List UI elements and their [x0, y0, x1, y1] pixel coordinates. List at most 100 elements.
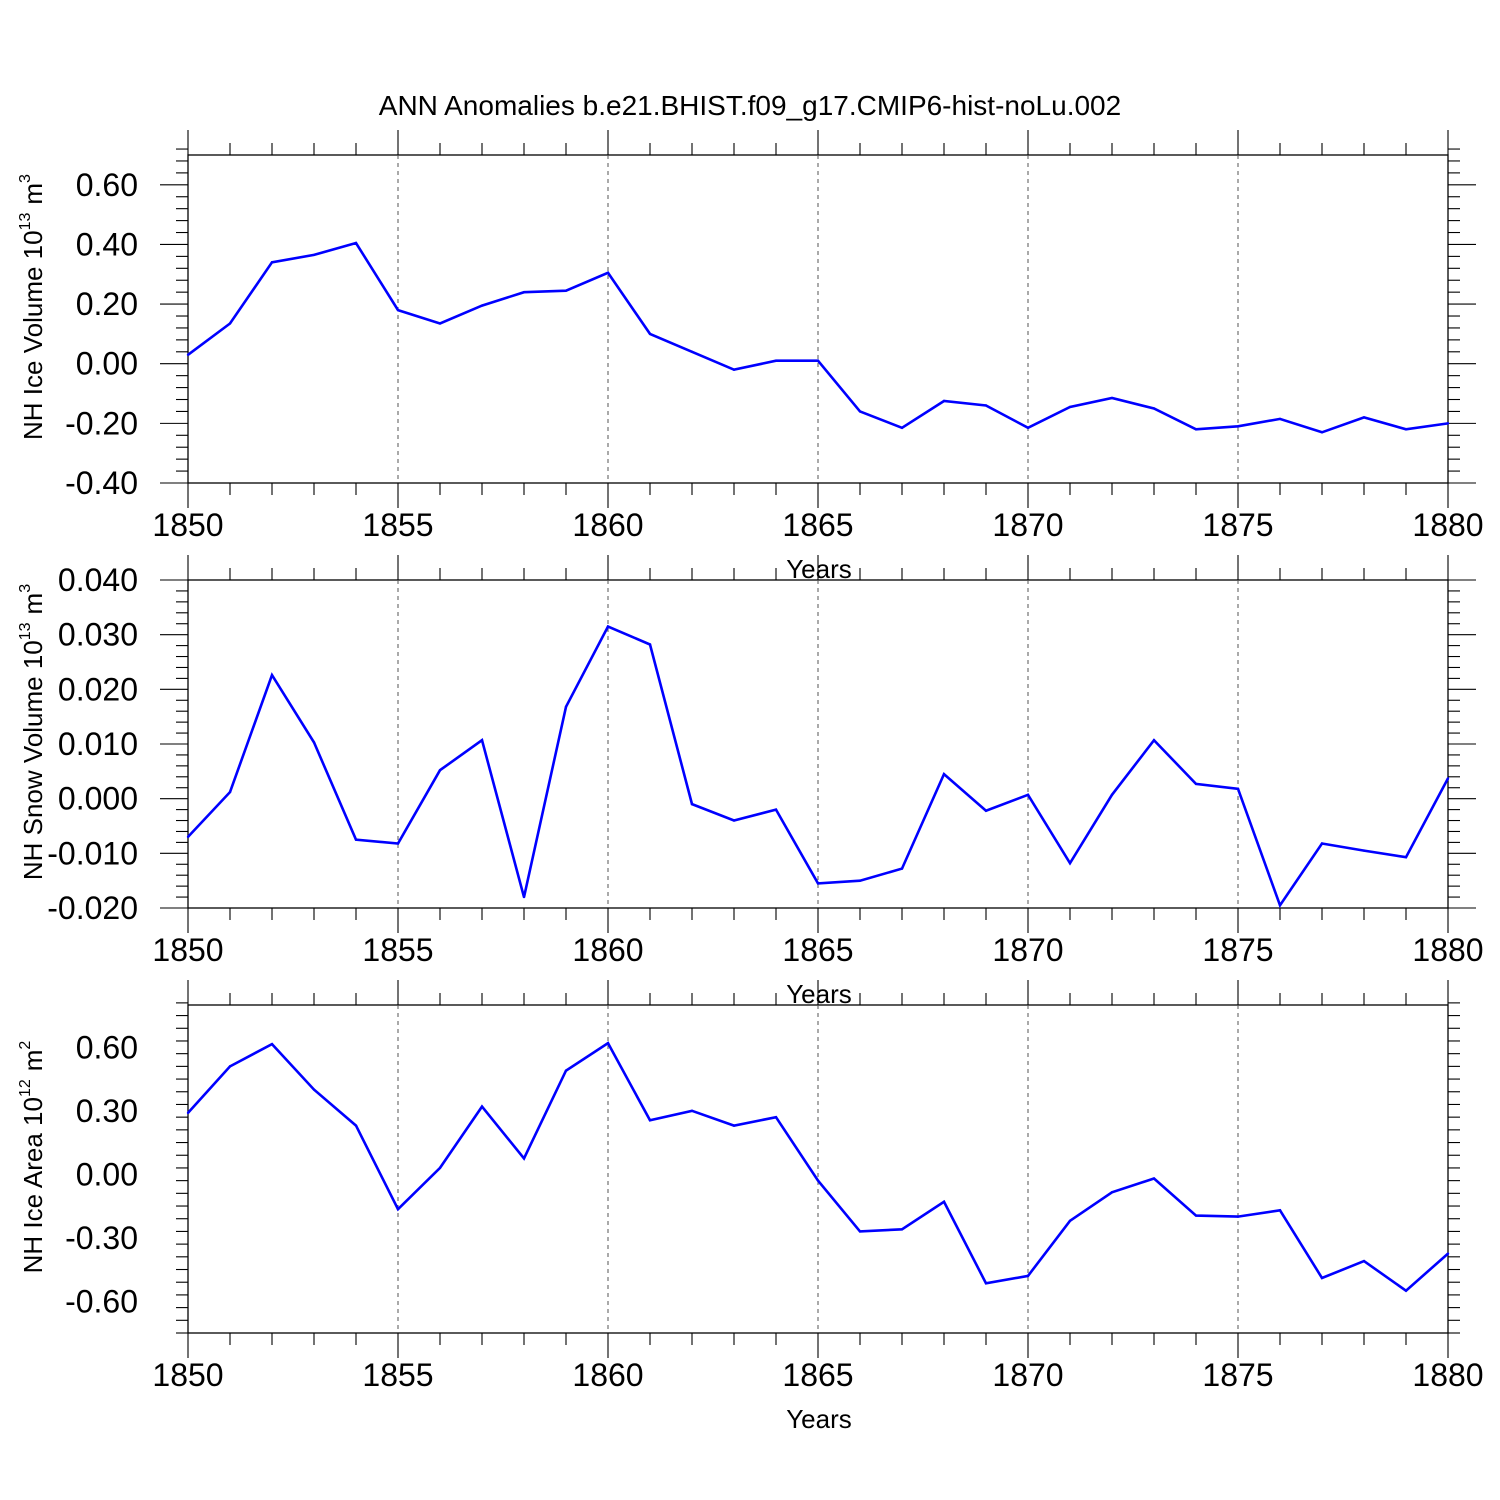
- y-tick-label: -0.010: [47, 835, 138, 871]
- data-point: [522, 290, 526, 294]
- data-point: [900, 426, 904, 430]
- data-point: [984, 404, 988, 407]
- data-point: [1110, 793, 1114, 797]
- data-point: [1152, 407, 1156, 410]
- x-tick-label: 1850: [152, 932, 223, 968]
- data-point: [690, 350, 694, 353]
- data-point: [1404, 855, 1408, 859]
- data-point: [1026, 1274, 1030, 1278]
- y-axis-label-text: NH Snow Volume 10: [18, 640, 48, 880]
- data-point: [1362, 849, 1366, 852]
- data-point: [1278, 1209, 1282, 1212]
- y-tick-label: 0.60: [76, 1029, 138, 1065]
- data-point: [564, 705, 568, 709]
- y-tick-label: 0.040: [58, 562, 138, 598]
- x-tick-label: 1855: [362, 932, 433, 968]
- x-tick-label: 1850: [152, 507, 223, 543]
- data-point: [774, 359, 778, 362]
- data-point: [942, 399, 946, 403]
- x-tick-label: 1865: [782, 1357, 853, 1393]
- data-point: [438, 769, 442, 772]
- data-point: [900, 1228, 904, 1231]
- data-point: [354, 838, 358, 841]
- data-point: [396, 842, 400, 845]
- y-axis-label: NH Ice Volume 1013 m3: [17, 174, 48, 440]
- data-point: [438, 322, 442, 325]
- x-tick-label: 1860: [572, 1357, 643, 1393]
- data-point: [1194, 782, 1198, 786]
- panel-1: -0.40 -0.20 0.00 0.20 0.40 0.60 1850 1855 1860 18…: [17, 130, 1484, 584]
- data-point: [186, 1111, 190, 1115]
- data-point: [732, 1124, 736, 1127]
- y-tick-label: 0.40: [76, 226, 138, 262]
- y-axis-label-unit: m: [18, 1050, 48, 1072]
- x-tick-label: 1860: [572, 507, 643, 543]
- data-point: [1068, 1219, 1072, 1223]
- y-tick-label: -0.20: [65, 405, 138, 441]
- x-tick-label: 1875: [1202, 1357, 1273, 1393]
- data-point: [1068, 405, 1072, 409]
- y-tick-label: -0.30: [65, 1220, 138, 1256]
- data-point: [228, 790, 232, 794]
- y-tick-label: -0.60: [65, 1283, 138, 1319]
- data-point: [1404, 1289, 1408, 1292]
- data-point: [648, 643, 652, 646]
- x-tick-label: 1870: [992, 932, 1063, 968]
- data-point: [1236, 1215, 1240, 1218]
- x-tick-label: 1850: [152, 1357, 223, 1393]
- data-point: [942, 1200, 946, 1204]
- data-point: [858, 410, 862, 413]
- data-point: [858, 879, 862, 882]
- y-tick-label: -0.020: [47, 890, 138, 926]
- panel-2: -0.020 -0.010 0.000 0.010 0.020 0.030 0.040 185…: [17, 555, 1484, 1009]
- y-axis-label: NH Snow Volume 1013 m3: [17, 584, 48, 880]
- data-point: [606, 1041, 610, 1045]
- data-point: [648, 332, 652, 336]
- data-point: [900, 867, 904, 870]
- data-point: [648, 1119, 652, 1122]
- data-point: [690, 1109, 694, 1113]
- data-point: [1320, 842, 1324, 845]
- x-axis-label: Years: [786, 1404, 852, 1434]
- data-point: [1278, 417, 1282, 421]
- panel-3: -0.60 -0.30 0.00 0.30 0.60 1850 1855 1860 1865 18…: [17, 980, 1484, 1434]
- x-tick-label: 1855: [362, 507, 433, 543]
- data-point: [1110, 1191, 1114, 1194]
- x-tick-label: 1855: [362, 1357, 433, 1393]
- data-point: [354, 1124, 358, 1127]
- data-point: [1446, 777, 1450, 780]
- data-point: [354, 241, 358, 245]
- y-tick-label: 0.00: [76, 346, 138, 382]
- data-point: [984, 1282, 988, 1285]
- y-axis-label-unit: m: [18, 183, 48, 205]
- y-axis-label-unit-exponent: 3: [17, 584, 34, 593]
- x-tick-label: 1860: [572, 932, 643, 968]
- y-axis-label-text: NH Ice Area 10: [18, 1097, 48, 1273]
- data-point: [312, 1088, 316, 1091]
- y-axis-label-exponent: 12: [17, 1079, 34, 1097]
- data-point: [1446, 422, 1450, 425]
- y-axis-label-exponent: 13: [17, 622, 34, 640]
- data-point: [1320, 431, 1324, 434]
- data-point: [522, 895, 526, 899]
- y-axis-label-unit-exponent: 3: [17, 174, 34, 183]
- x-tick-label: 1875: [1202, 507, 1273, 543]
- data-point: [522, 1157, 526, 1160]
- panels: -0.40 -0.20 0.00 0.20 0.40 0.60 1850 1855 1860 18…: [17, 130, 1484, 1434]
- data-point: [480, 738, 484, 742]
- y-tick-label: 0.000: [58, 781, 138, 817]
- y-axis-label-exponent: 13: [17, 213, 34, 231]
- data-point: [1110, 396, 1114, 400]
- y-axis-label: NH Ice Area 1012 m2: [17, 1041, 48, 1274]
- data-point: [1446, 1252, 1450, 1255]
- data-point: [270, 1042, 274, 1046]
- data-point: [1278, 904, 1282, 907]
- chart-title: ANN Anomalies b.e21.BHIST.f09_g17.CMIP6-…: [379, 90, 1121, 121]
- data-point: [1194, 428, 1198, 431]
- data-point: [774, 1115, 778, 1119]
- x-axis-label: Years: [786, 979, 852, 1009]
- data-point: [564, 289, 568, 292]
- data-point: [396, 1208, 400, 1211]
- data-point: [816, 359, 820, 362]
